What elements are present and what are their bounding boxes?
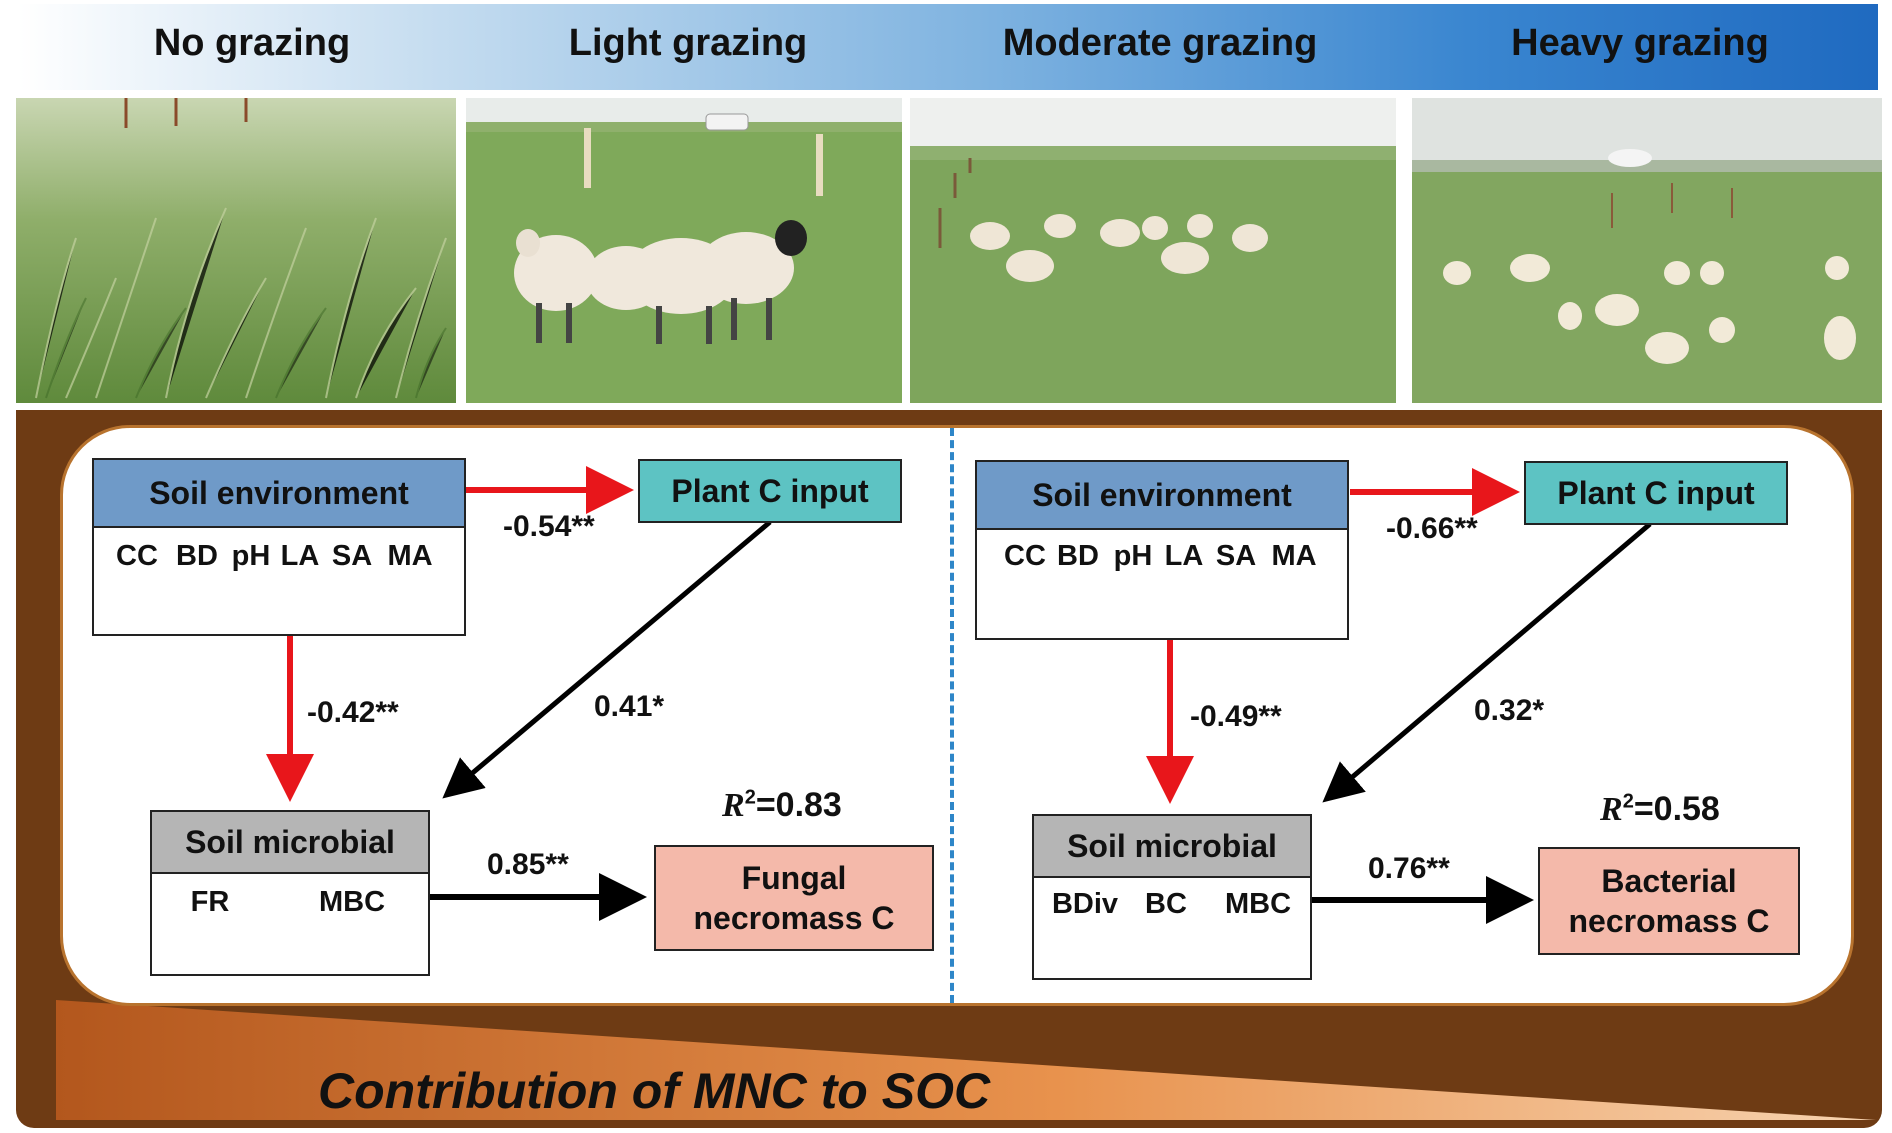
label-heavy-grazing: Heavy grazing bbox=[1511, 22, 1769, 64]
right-bacterial-necromass-box: Bacterial necromass C bbox=[1538, 847, 1800, 955]
grassland-icon bbox=[16, 98, 456, 403]
left-soil-microbial-title: Soil microbial bbox=[152, 812, 428, 874]
left-plant-to-microbial-arrow bbox=[442, 520, 772, 799]
right-soil-environment-box: Soil environment bbox=[975, 460, 1349, 640]
right-coef-plant-microbial: 0.32* bbox=[1474, 694, 1545, 727]
right-plant-c-input-box: Plant C input bbox=[1524, 461, 1788, 525]
sheep-icon bbox=[466, 98, 902, 403]
left-outcome-line1: Fungal bbox=[741, 860, 847, 896]
photo-moderate-grazing bbox=[910, 98, 1396, 403]
right-microbial-var: BDiv bbox=[1051, 888, 1119, 920]
panel-divider bbox=[950, 428, 954, 1003]
right-soil-microbial-title: Soil microbial bbox=[1034, 816, 1310, 878]
left-microbial-var: MBC bbox=[318, 886, 386, 918]
left-env-var: BD bbox=[176, 540, 218, 572]
left-r2-label: R2=0.83 bbox=[722, 786, 842, 824]
left-coef-env-microbial: -0.42** bbox=[307, 696, 399, 729]
left-microbial-var: FR bbox=[190, 886, 230, 918]
left-env-var: LA bbox=[280, 540, 320, 572]
label-light-grazing: Light grazing bbox=[568, 22, 808, 64]
left-soil-environment-title: Soil environment bbox=[94, 460, 464, 528]
right-plant-to-microbial-arrow bbox=[1322, 522, 1652, 803]
sheep-icon bbox=[1412, 98, 1882, 403]
right-env-var: CC bbox=[1004, 540, 1046, 572]
sheep-icon bbox=[910, 98, 1396, 403]
left-env-var: CC bbox=[116, 540, 158, 572]
left-coef-microbial-outcome: 0.85** bbox=[487, 848, 569, 881]
left-soil-environment-box: Soil environment bbox=[92, 458, 466, 636]
right-env-var: MA bbox=[1271, 540, 1317, 572]
left-plant-c-input-box: Plant C input bbox=[638, 459, 902, 523]
photo-light-grazing bbox=[466, 98, 902, 403]
right-soil-environment-title: Soil environment bbox=[977, 462, 1347, 530]
header-band bbox=[18, 4, 1878, 90]
label-moderate-grazing: Moderate grazing bbox=[1002, 22, 1318, 64]
right-microbial-var: BC bbox=[1145, 888, 1187, 920]
right-outcome-line1: Bacterial bbox=[1601, 863, 1737, 899]
left-coef-plant-microbial: 0.41* bbox=[594, 690, 665, 723]
left-fungal-necromass-box: Fungal necromass C bbox=[654, 845, 934, 951]
right-microbial-var: MBC bbox=[1224, 888, 1292, 920]
right-env-var: pH bbox=[1113, 540, 1153, 572]
left-coef-env-plant: -0.54** bbox=[503, 510, 595, 543]
contribution-wedge bbox=[56, 1000, 1876, 1120]
right-coef-env-microbial: -0.49** bbox=[1190, 700, 1282, 733]
right-coef-env-plant: -0.66** bbox=[1386, 512, 1478, 545]
left-soil-microbial-box: Soil microbial bbox=[150, 810, 430, 976]
right-env-var: BD bbox=[1057, 540, 1099, 572]
left-env-var: MA bbox=[387, 540, 433, 572]
right-r2-label: R2=0.58 bbox=[1600, 790, 1720, 828]
right-outcome-line2: necromass C bbox=[1568, 903, 1770, 939]
right-soil-microbial-box: Soil microbial bbox=[1032, 814, 1312, 980]
label-no-grazing: No grazing bbox=[153, 22, 351, 64]
right-coef-microbial-outcome: 0.76** bbox=[1368, 852, 1450, 885]
contribution-label: Contribution of MNC to SOC bbox=[318, 1063, 991, 1119]
left-env-var: SA bbox=[331, 540, 373, 572]
left-env-var: pH bbox=[231, 540, 271, 572]
right-env-var: SA bbox=[1215, 540, 1257, 572]
photo-no-grazing bbox=[16, 98, 456, 403]
left-outcome-line2: necromass C bbox=[693, 900, 895, 936]
photo-heavy-grazing bbox=[1412, 98, 1882, 403]
right-env-var: LA bbox=[1164, 540, 1204, 572]
